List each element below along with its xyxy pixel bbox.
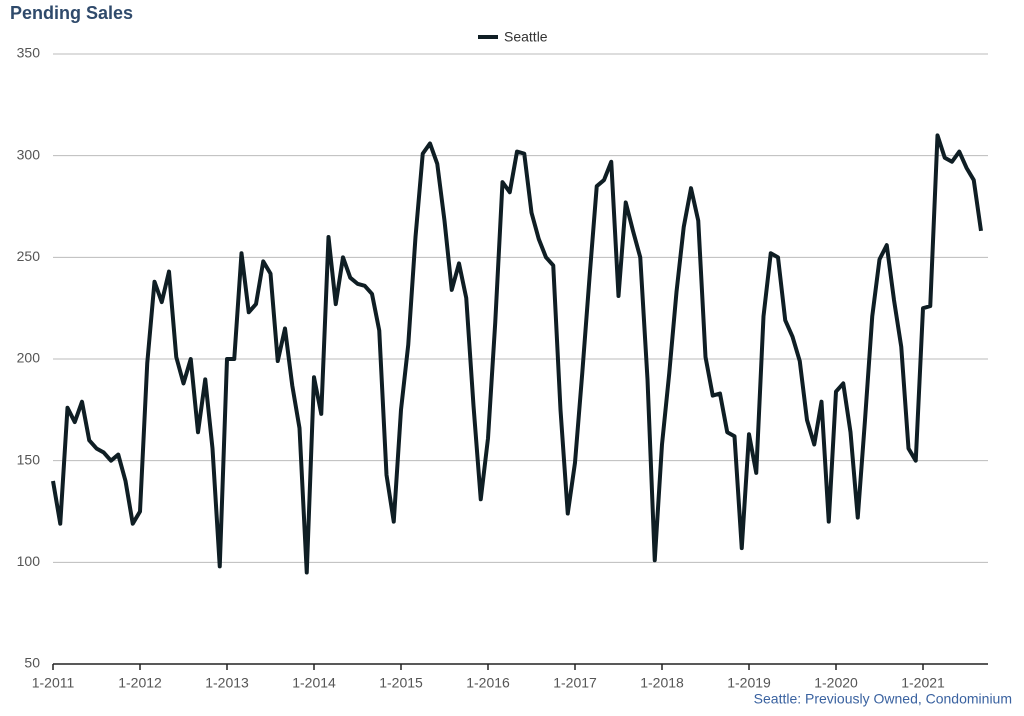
y-tick-label: 300 (17, 146, 41, 162)
chart-title: Pending Sales (10, 3, 133, 23)
y-tick-label: 200 (17, 350, 41, 366)
x-tick-label: 1-2018 (640, 675, 684, 691)
y-tick-label: 50 (24, 655, 40, 671)
y-tick-label: 150 (17, 451, 41, 467)
x-tick-label: 1-2012 (118, 675, 162, 691)
x-tick-label: 1-2019 (727, 675, 771, 691)
y-tick-label: 100 (17, 553, 41, 569)
x-tick-label: 1-2014 (292, 675, 336, 691)
x-tick-label: 1-2015 (379, 675, 423, 691)
x-tick-label: 1-2020 (814, 675, 858, 691)
x-tick-label: 1-2021 (901, 675, 945, 691)
x-tick-label: 1-2013 (205, 675, 249, 691)
x-tick-label: 1-2011 (32, 675, 75, 691)
x-tick-label: 1-2016 (466, 675, 510, 691)
legend-label: Seattle (504, 29, 548, 45)
y-tick-label: 250 (17, 248, 41, 264)
y-tick-label: 350 (17, 45, 41, 61)
x-tick-label: 1-2017 (553, 675, 597, 691)
data-line (51, 133, 983, 575)
chart-subtitle: Seattle: Previously Owned, Condominium (754, 691, 1012, 707)
